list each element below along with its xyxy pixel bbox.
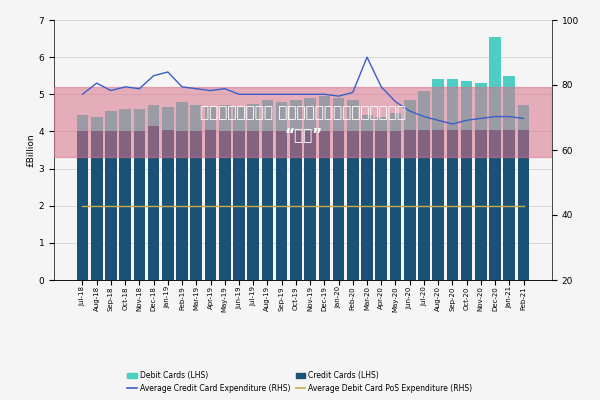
Bar [518,130,529,280]
Bar [91,132,103,280]
Y-axis label: £Billion: £Billion [27,133,36,167]
Bar [446,80,458,130]
Bar [276,102,287,132]
Text: 效果好的杠杆炒股 云南南滚河保护区生物家族频频: 效果好的杠杆炒股 云南南滚河保护区生物家族频频 [200,105,406,120]
Bar [77,115,88,132]
Bar [347,132,359,280]
Bar [290,100,302,132]
Bar [247,132,259,280]
Bar [276,132,287,280]
Bar [389,113,401,132]
Bar [91,116,103,132]
Bar [176,132,188,280]
Bar [77,132,88,280]
Bar [304,98,316,132]
Bar [433,80,444,130]
Bar [262,100,273,132]
Bar [162,130,173,280]
Bar [433,130,444,280]
Bar [162,107,173,130]
Bar [404,100,416,130]
Bar [105,132,117,280]
Bar [119,109,131,132]
Bar [404,130,416,280]
Text: “上新”: “上新” [284,128,322,143]
Bar [347,100,359,132]
Bar [119,132,131,280]
Bar [105,111,117,132]
Bar [304,132,316,280]
Bar [54,87,552,158]
Bar [503,76,515,130]
Bar [190,106,202,132]
Bar [376,116,387,132]
Bar [361,132,373,280]
Bar [233,107,245,132]
Bar [205,130,217,280]
Bar [418,130,430,280]
Bar [389,132,401,280]
Bar [461,81,472,130]
Bar [489,37,501,130]
Bar [446,130,458,280]
Bar [361,115,373,132]
Bar [148,106,160,126]
Bar [489,130,501,280]
Bar [376,132,387,280]
Bar [290,132,302,280]
Bar [518,106,529,130]
Bar [233,132,245,280]
Bar [475,83,487,130]
Bar [333,98,344,132]
Bar [134,109,145,132]
Bar [190,132,202,280]
Bar [319,132,330,280]
Legend: Debit Cards (LHS), Average Credit Card Expenditure (RHS), Credit Cards (LHS), Av: Debit Cards (LHS), Average Credit Card E… [124,368,476,396]
Bar [319,96,330,132]
Bar [134,132,145,280]
Bar [475,130,487,280]
Bar [503,130,515,280]
Bar [219,106,230,132]
Bar [148,126,160,280]
Bar [219,132,230,280]
Bar [461,130,472,280]
Bar [176,102,188,132]
Bar [262,132,273,280]
Bar [418,90,430,130]
Bar [247,104,259,132]
Bar [205,107,217,130]
Bar [333,132,344,280]
